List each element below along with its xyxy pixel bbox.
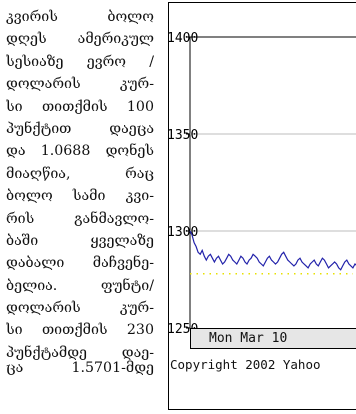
article-line: სი თითქმის 100 [6,98,154,115]
article-line: რის განმავლო- [6,210,154,227]
x-axis-date-label: Mon Mar 10 [190,328,356,349]
series-line-0 [189,230,356,271]
article-line: მიაღწია, რაც [6,165,154,182]
article-line: კვირის ბოლო [6,9,154,25]
y-tick-label: 1400 [169,31,198,46]
plot-border [189,36,356,328]
chart-copyright: Copyright 2002 Yahoo [170,357,321,372]
y-tick-label: 1300 [169,225,198,240]
article-line: სესიაზე ევრო / [6,53,154,70]
article-line: დოლარის კურ- [6,300,154,317]
article-line: დოლარის კურ- [6,76,154,93]
stock-chart: 1400 1350 1300 1250 Mon Mar 10 Copyright 20… [168,2,356,410]
article-line: დაბალი მაჩვენე- [6,255,154,272]
article-line: პუნქტით დაეცა [6,120,154,137]
article-line: პუნქტამდე დაე- [6,344,154,361]
article-text-column: კვირის ბოლო დღეს ამერიკულ სესიაზე ევრო / დო… [0,0,158,414]
article-line: ცა 1.5701-მდე [6,360,154,377]
article-line: ბოლო სამი კვი- [6,188,154,205]
article-line: და 1.0688 დონეს [6,143,154,160]
article-line: ბელია. ფუნტი/ [6,277,154,294]
article-line: ბაში ყველაზე [6,232,154,249]
y-tick-label: 1350 [169,128,198,143]
article-line: სი თითქმის 230 [6,322,154,339]
article-line: დღეს ამერიკულ [6,31,154,48]
